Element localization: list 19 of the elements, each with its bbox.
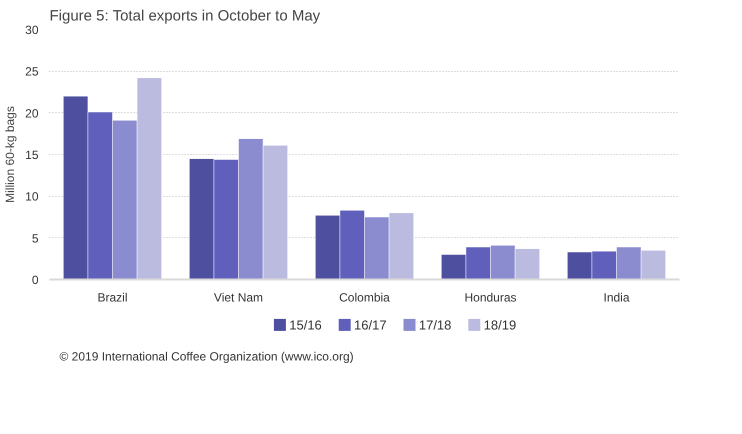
legend-label: 17/18 xyxy=(418,317,452,332)
text: © 2019 International Coffee Organization (www.ico.org) xyxy=(60,350,354,364)
legend-label: 16/17 xyxy=(354,317,387,332)
x-tick-label: Colombia xyxy=(339,290,390,304)
legend-label: 18/19 xyxy=(484,317,516,332)
legend-label: 15/16 xyxy=(289,317,322,332)
x-tick-label: Brazil xyxy=(97,290,128,304)
y-tick-label: 5 xyxy=(32,231,39,246)
x-tick-label: India xyxy=(603,290,630,304)
x-tick-label: Viet Nam xyxy=(214,290,264,304)
y-tick-label: 10 xyxy=(25,190,39,204)
y-tick-label: 30 xyxy=(25,23,39,37)
y-tick-label: 25 xyxy=(25,64,39,79)
y-axis-title: Million 60-kg bags xyxy=(3,106,18,203)
y-tick-label: 20 xyxy=(25,106,39,120)
y-tick-label: 15 xyxy=(25,148,39,162)
y-tick-label: 0 xyxy=(32,273,39,287)
chart-title: Figure 5: Total exports in October to May xyxy=(50,8,321,24)
x-tick-label: Honduras xyxy=(464,290,517,304)
